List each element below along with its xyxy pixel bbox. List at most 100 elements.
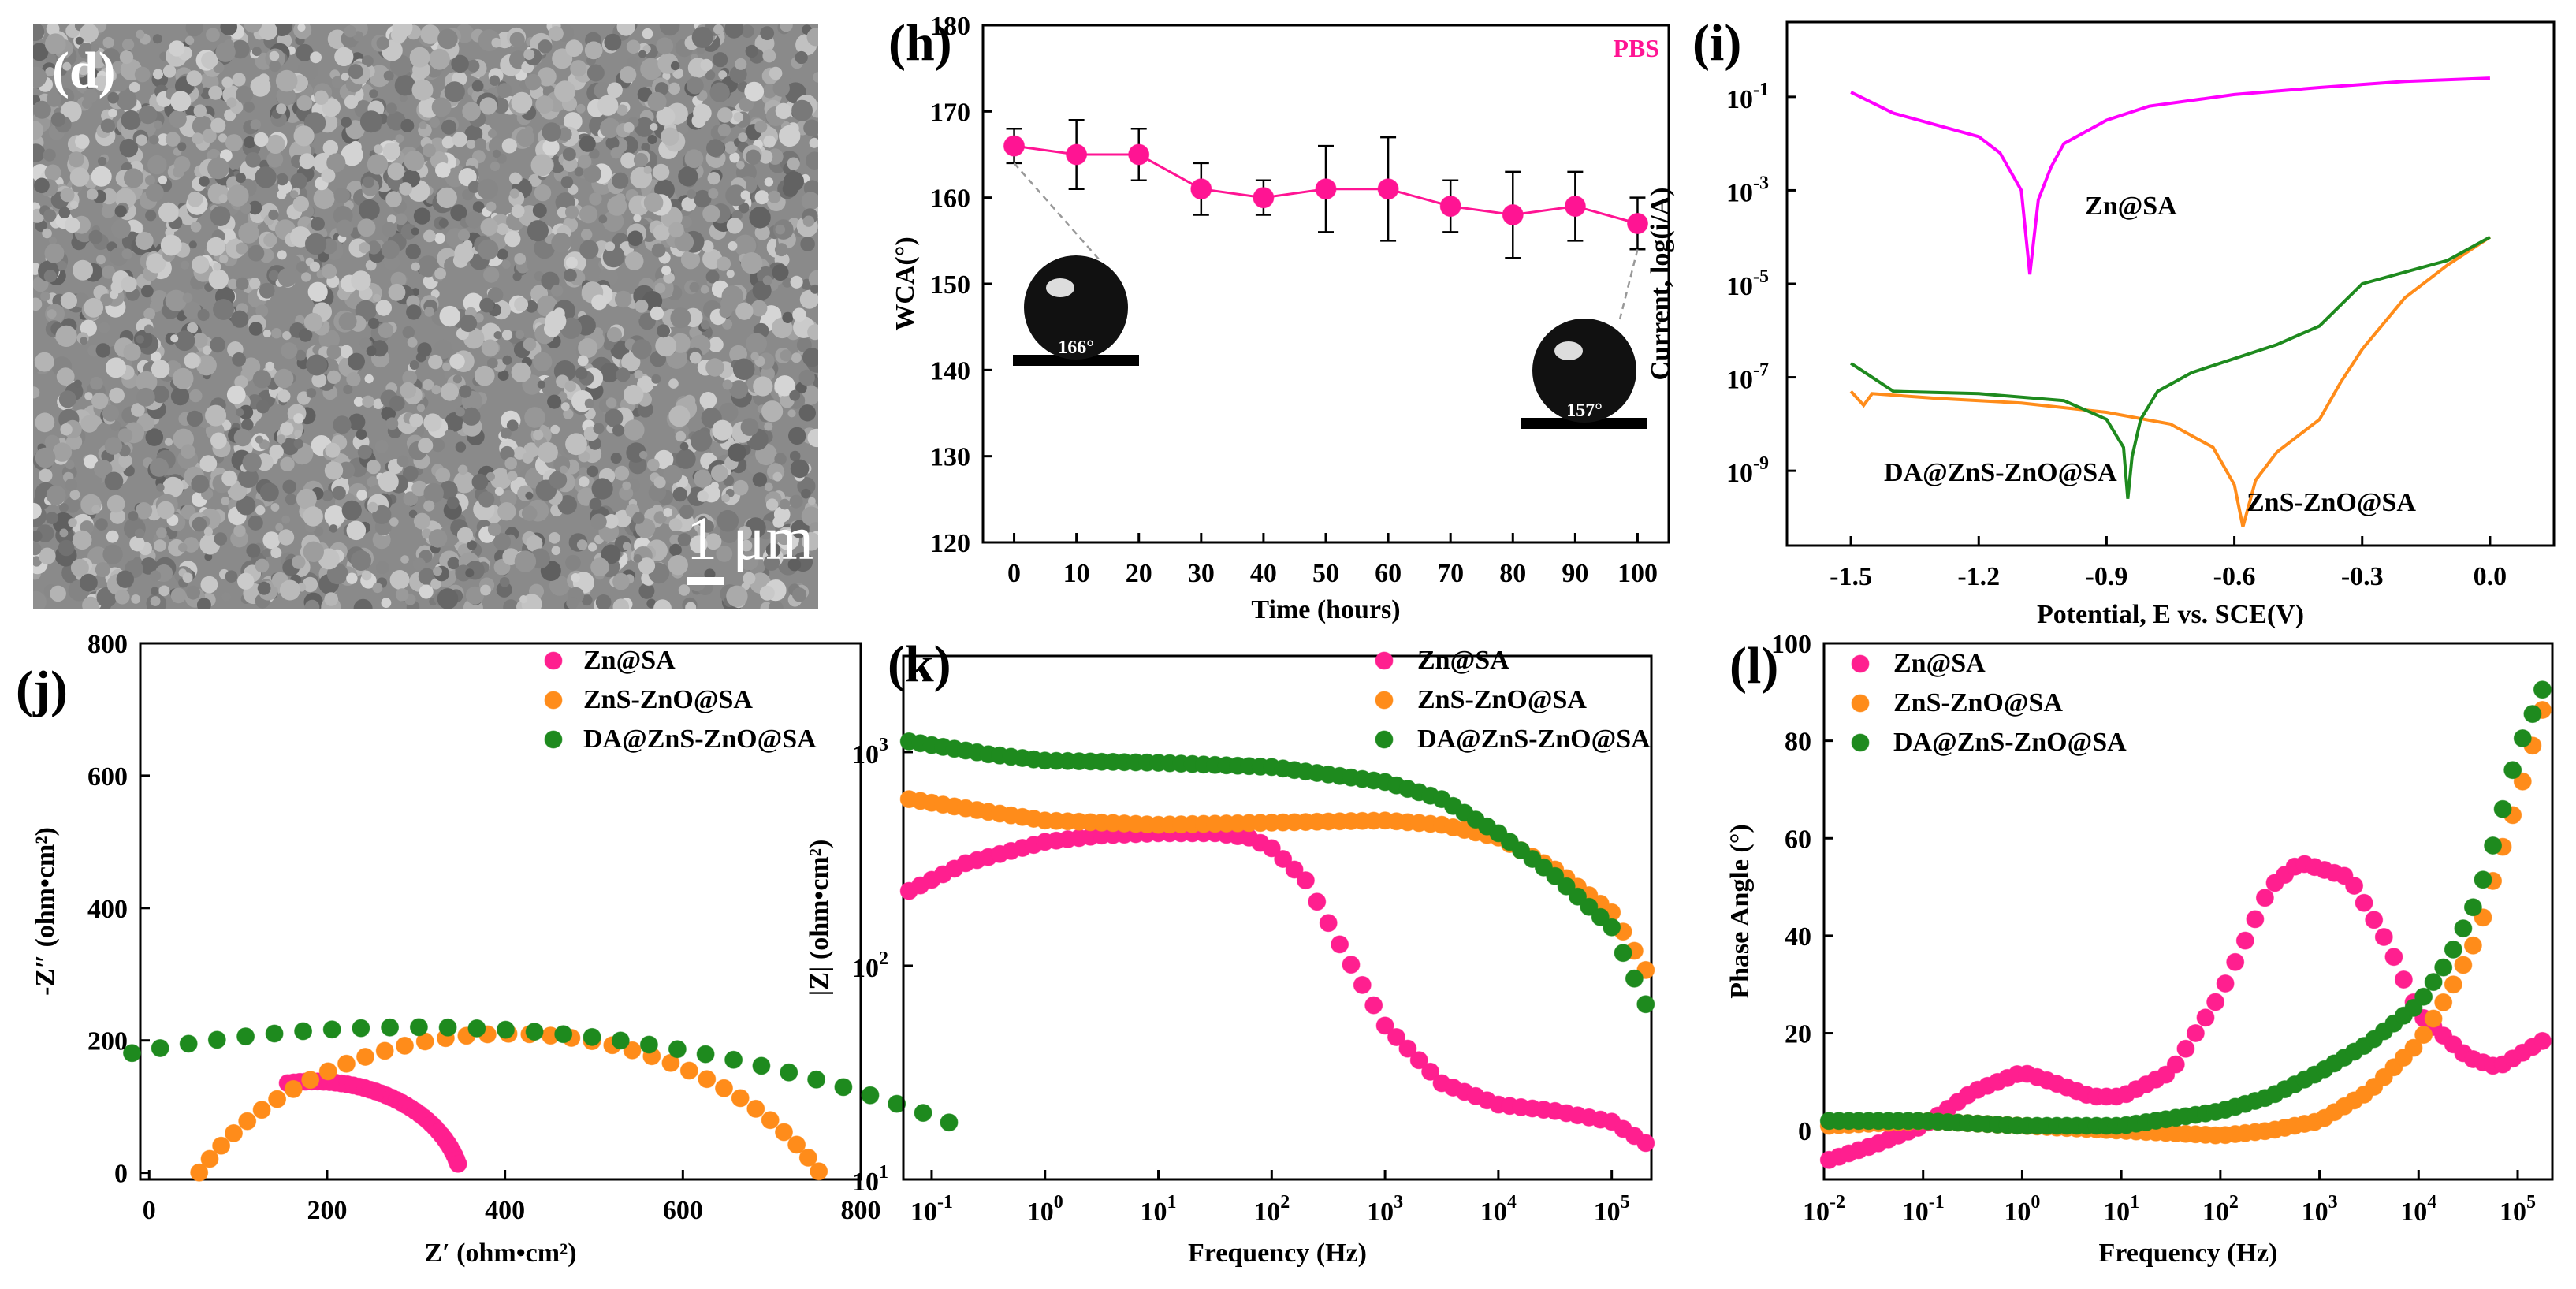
- contact-angle-label: 166°: [1058, 337, 1094, 358]
- grain: [33, 297, 43, 311]
- grain: [96, 255, 106, 265]
- grain: [296, 43, 314, 61]
- grain: [646, 598, 657, 609]
- nyquist-point: [861, 1086, 880, 1105]
- annotation-zns: ZnS-ZnO@SA: [2247, 488, 2416, 517]
- grain: [533, 352, 553, 371]
- nyquist-point: [381, 1018, 400, 1037]
- legend-label: Zn@SA: [583, 646, 676, 675]
- y-tick-label: 40: [1785, 922, 1811, 952]
- grain: [528, 173, 542, 187]
- x-tick-label: 102: [2202, 1192, 2239, 1227]
- grain: [78, 43, 95, 59]
- tafel-curve: [1850, 76, 2490, 275]
- nyquist-point: [123, 1044, 141, 1063]
- y-tick-label: 150: [930, 270, 970, 300]
- y-tick-label: 400: [87, 895, 128, 924]
- x-tick-label: 103: [2302, 1192, 2338, 1227]
- grain: [668, 82, 680, 95]
- bode-z-point: [1308, 892, 1327, 911]
- grain: [90, 376, 103, 390]
- nyquist-point: [807, 1070, 826, 1089]
- x-tick-label: 101: [1141, 1192, 1177, 1227]
- panel-label-i: (i): [1692, 14, 1741, 72]
- y-tick-label: 600: [87, 762, 128, 792]
- grain: [705, 270, 720, 284]
- grain: [418, 568, 436, 585]
- chart-l-frame: [1822, 642, 2554, 1181]
- phase-point: [2384, 948, 2403, 967]
- y-tick-label: 80: [1785, 728, 1811, 757]
- grain: [128, 81, 140, 93]
- bode-z-point: [1614, 944, 1632, 963]
- legend-label: Zn@SA: [1893, 649, 1986, 678]
- data-point: [1439, 196, 1461, 218]
- nyquist-point: [715, 1079, 733, 1097]
- x-tick-label-exp: 0: [1054, 1192, 1063, 1213]
- y-tick-label: 130: [930, 443, 970, 472]
- grain: [501, 259, 511, 269]
- y-tick-label-base: 10: [852, 1168, 879, 1197]
- x-tick-label: 20: [1126, 559, 1152, 588]
- phase-point: [2533, 1031, 2552, 1050]
- x-tick-label-exp: 3: [2328, 1192, 2338, 1213]
- grain: [789, 450, 801, 462]
- nyquist-point: [151, 1039, 169, 1057]
- nyquist-point: [284, 1079, 303, 1098]
- x-tick-label-base: 10: [1902, 1198, 1929, 1227]
- legend-label: DA@ZnS-ZnO@SA: [1893, 728, 2127, 757]
- y-tick-label-exp: -9: [1753, 453, 1769, 474]
- grain: [450, 204, 467, 222]
- x-tick-label: 105: [2500, 1192, 2536, 1227]
- phase-point: [2176, 1039, 2195, 1058]
- x-tick-label: 30: [1188, 559, 1215, 588]
- x-tick-label-base: 10: [1594, 1198, 1621, 1227]
- x-tick-label-exp: 3: [1394, 1192, 1403, 1213]
- grain: [306, 388, 317, 398]
- x-tick-label-exp: 5: [1621, 1192, 1630, 1213]
- x-tick-label-base: 10: [1141, 1198, 1167, 1227]
- x-tick-label-exp: 4: [2427, 1192, 2436, 1213]
- y-tick-label: 0: [114, 1160, 128, 1189]
- nyquist-point: [746, 1099, 765, 1118]
- grain: [265, 361, 275, 371]
- grain: [704, 568, 716, 580]
- data-point: [1502, 204, 1524, 225]
- y-tick-label-exp: -7: [1753, 360, 1769, 381]
- x-tick-label: 102: [1253, 1192, 1290, 1227]
- grain: [276, 434, 286, 444]
- nyquist-point: [525, 1023, 544, 1041]
- grain: [403, 465, 419, 482]
- phase-point: [2503, 761, 2522, 780]
- y-tick-label: 10-5: [1726, 266, 1769, 301]
- x-tick-label: 200: [307, 1196, 347, 1225]
- legend-marker: [1375, 730, 1394, 749]
- x-axis-label: Potential, E vs. SCE(V): [2037, 600, 2304, 629]
- nyquist-point: [337, 1054, 356, 1073]
- x-tick-label-base: 10: [2103, 1198, 2130, 1227]
- phase-point: [2414, 987, 2433, 1006]
- y-tick-label-base: 10: [1726, 272, 1753, 301]
- grain: [259, 73, 270, 84]
- phase-point: [2255, 889, 2274, 907]
- y-axis-label: Current, log(i/A): [1646, 188, 1675, 381]
- x-tick-label-base: 10: [1480, 1198, 1507, 1227]
- phase-point: [2216, 974, 2235, 993]
- panel-label-j: (j): [16, 661, 68, 718]
- x-tick-label-exp: -2: [1830, 1192, 1845, 1213]
- y-tick-label: 160: [930, 184, 970, 214]
- phase-point: [2444, 940, 2462, 959]
- legend-marker: [1375, 691, 1394, 710]
- x-tick-label: -0.6: [2213, 562, 2256, 591]
- phase-point: [2345, 877, 2364, 895]
- legend-label: ZnS-ZnO@SA: [1893, 688, 2063, 717]
- y-tick-label: 10-7: [1726, 360, 1769, 395]
- bode-z-point: [1296, 871, 1315, 890]
- grain: [33, 121, 44, 140]
- grain: [39, 468, 53, 482]
- x-tick-label: -1.5: [1830, 562, 1872, 591]
- x-tick-label: 80: [1499, 559, 1526, 588]
- nyquist-point: [724, 1050, 743, 1069]
- x-tick-label: 90: [1562, 559, 1588, 588]
- bode-z-point: [1625, 969, 1644, 988]
